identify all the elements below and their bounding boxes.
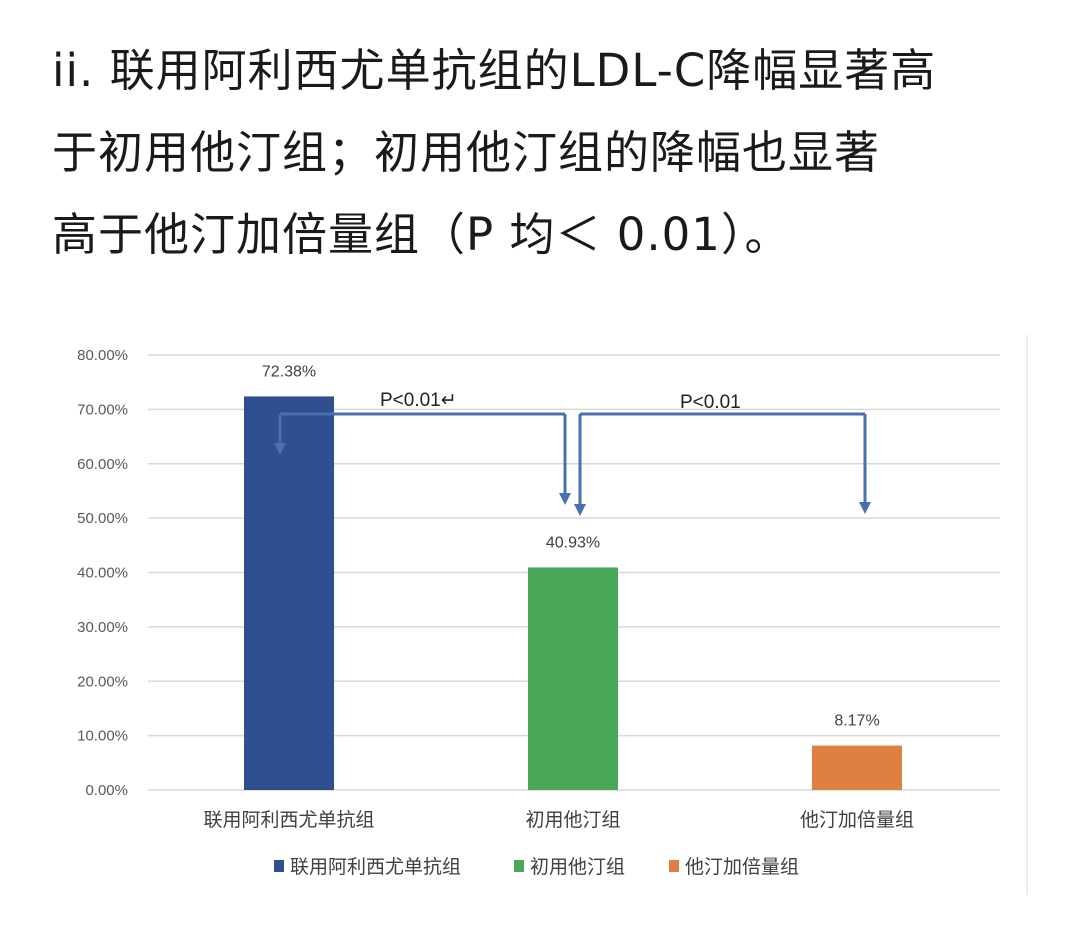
data-label: 72.38% [262,363,316,380]
y-tick-label: 60.00% [77,456,128,473]
data-label: 40.93% [546,534,600,551]
y-tick-label: 10.00% [77,728,128,745]
p-value-annotation: P<0.01 [680,392,741,413]
bracket-left-arrow-arrowhead-icon [274,443,286,455]
bar [528,567,618,790]
legend-swatch [514,860,524,872]
heading-line-2: 于初用他汀组；初用他汀组的降幅也显著 [52,126,881,179]
legend-label: 联用阿利西尤单抗组 [290,856,461,878]
heading-line-3: 高于他汀加倍量组（P 均＜ 0.01）。 [52,208,791,261]
y-tick-label: 70.00% [77,401,128,418]
legend-label: 初用他汀组 [530,856,625,878]
legend-swatch [669,860,679,872]
y-tick-label: 30.00% [77,619,128,636]
y-tick-label: 50.00% [77,510,128,527]
data-label: 8.17% [834,713,879,730]
heading-line-1: ii. 联用阿利西尤单抗组的LDL-C降幅显著高 [52,44,937,97]
bracket-arrow-arrowhead-icon [559,493,571,505]
heading-text: ii. 联用阿利西尤单抗组的LDL-C降幅显著高 于初用他汀组；初用他汀组的降幅… [52,30,1052,276]
y-tick-label: 40.00% [77,565,128,582]
legend-label: 他汀加倍量组 [685,856,799,878]
bar [244,396,334,790]
y-tick-label: 20.00% [77,673,128,690]
y-tick-label: 80.00% [77,347,128,364]
p-value-annotation: P<0.01↵ [380,390,457,411]
bracket-arrow-arrowhead-icon [574,504,586,516]
x-tick-label: 初用他汀组 [525,809,620,831]
legend-swatch [274,860,284,872]
y-tick-label: 0.00% [85,782,128,799]
x-tick-label: 他汀加倍量组 [800,809,914,831]
bracket-arrow-arrowhead-icon [859,502,871,514]
x-tick-label: 联用阿利西尤单抗组 [203,809,374,831]
bar [812,745,902,790]
